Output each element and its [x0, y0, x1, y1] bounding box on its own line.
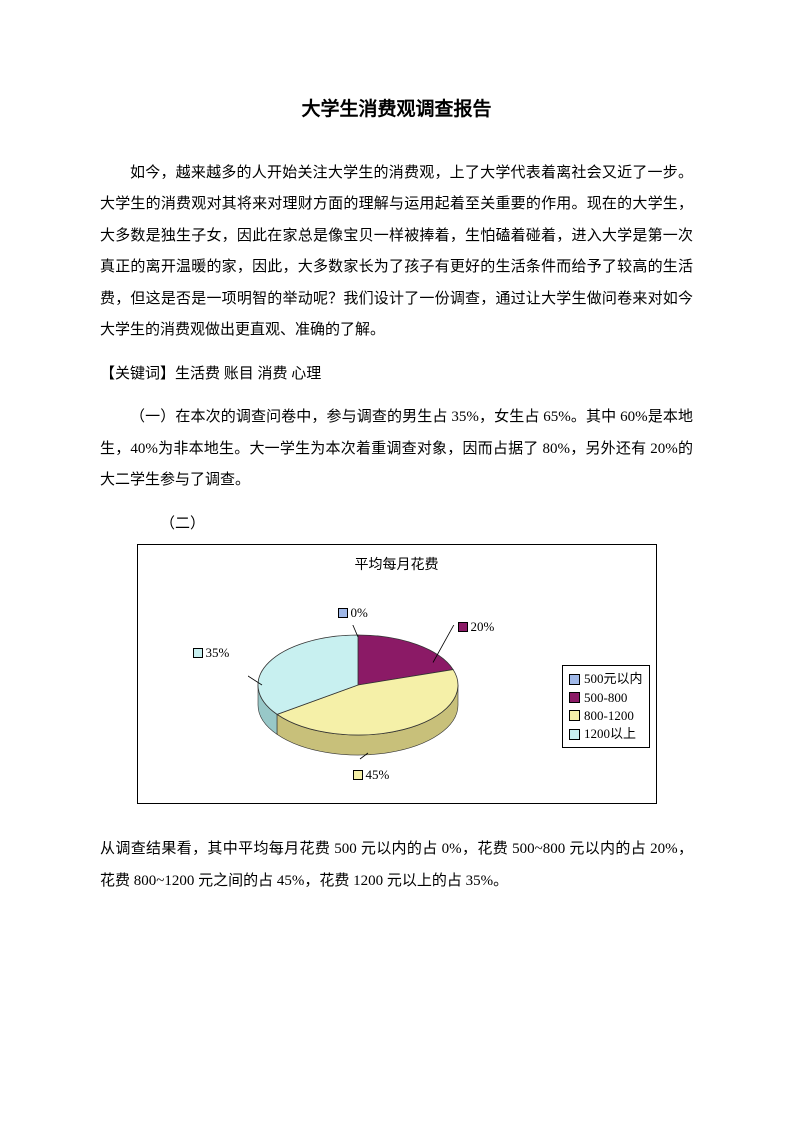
legend-item-1: 500-800: [569, 689, 643, 707]
result-paragraph: 从调查结果看，其中平均每月花费 500 元以内的占 0%，花费 500~800 …: [100, 834, 693, 897]
chart-legend: 500元以内 500-800 800-1200 1200以上: [562, 665, 650, 748]
legend-item-3: 1200以上: [569, 725, 643, 743]
page-title: 大学生消费观调查报告: [100, 90, 693, 130]
keywords-line: 【关键词】生活费 账目 消费 心理: [100, 359, 693, 391]
chart-title: 平均每月花费: [138, 545, 656, 580]
section-one: （一）在本次的调查问卷中，参与调查的男生占 35%，女生占 65%。其中 60%…: [100, 402, 693, 497]
data-label-3: 35%: [193, 639, 230, 666]
data-label-1: 20%: [458, 613, 495, 640]
data-label-2: 45%: [353, 761, 390, 788]
pie-chart-container: 平均每月花费 0% 20% 45% 35% 500元以内 500-800 800…: [137, 544, 657, 804]
data-label-0: 0%: [338, 599, 368, 626]
intro-paragraph: 如今，越来越多的人开始关注大学生的消费观，上了大学代表着离社会又近了一步。大学生…: [100, 158, 693, 347]
section-two-label: （二）: [100, 509, 693, 541]
legend-item-0: 500元以内: [569, 670, 643, 688]
legend-item-2: 800-1200: [569, 707, 643, 725]
